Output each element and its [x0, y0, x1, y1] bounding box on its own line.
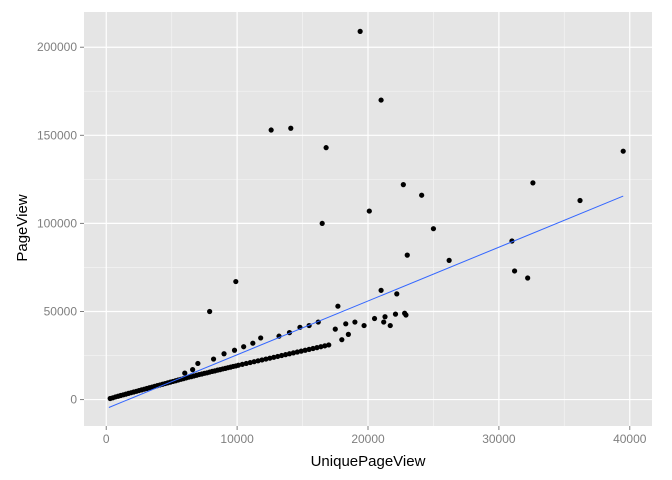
data-point — [394, 291, 400, 297]
data-point — [210, 356, 217, 362]
data-point — [250, 340, 256, 346]
data-point — [577, 197, 583, 204]
data-point — [371, 315, 378, 322]
data-point — [268, 127, 274, 133]
data-point — [400, 182, 406, 188]
data-point — [279, 352, 285, 359]
data-point — [267, 355, 273, 361]
data-point — [288, 125, 294, 131]
x-axis-title: UniquePageView — [311, 453, 426, 470]
y-tick-label: 200000 — [37, 40, 77, 54]
data-point — [392, 311, 399, 317]
data-point — [255, 358, 261, 364]
data-point — [357, 28, 363, 34]
data-point — [259, 357, 265, 363]
data-points — [107, 28, 626, 402]
fit-line — [108, 195, 624, 408]
data-point — [530, 180, 536, 186]
data-point — [378, 287, 384, 293]
data-point — [221, 351, 227, 357]
data-point — [231, 347, 238, 353]
data-point — [247, 359, 253, 366]
data-point — [233, 278, 239, 285]
data-point — [446, 257, 452, 263]
data-point — [241, 344, 247, 350]
data-point — [382, 314, 388, 320]
data-point — [322, 343, 328, 349]
x-tick-label: 40000 — [613, 432, 647, 446]
data-point — [290, 350, 297, 356]
data-point — [343, 321, 349, 327]
data-point — [323, 145, 329, 151]
x-tick-label: 10000 — [220, 432, 254, 446]
data-point — [298, 348, 304, 354]
data-point — [258, 335, 264, 341]
y-axis-ticks: 0 50000 100000 150000 200000 — [37, 40, 84, 407]
data-point — [511, 268, 518, 274]
data-point — [332, 326, 338, 332]
y-tick-label: 150000 — [37, 128, 77, 142]
y-axis-title: PageView — [14, 194, 31, 261]
data-point — [345, 331, 351, 337]
data-point — [378, 97, 384, 103]
data-point — [190, 367, 196, 373]
data-point — [195, 360, 201, 367]
data-point — [361, 322, 367, 329]
data-point — [182, 370, 188, 376]
data-point — [294, 349, 300, 355]
data-point — [339, 337, 345, 343]
data-point — [239, 361, 245, 367]
x-axis-ticks: 0 10000 20000 30000 40000 — [103, 426, 647, 446]
data-point — [275, 353, 281, 360]
data-point — [318, 344, 324, 350]
y-tick-label: 0 — [70, 393, 77, 407]
data-point — [310, 345, 316, 352]
data-point — [525, 275, 531, 281]
data-point — [352, 319, 358, 325]
data-point — [286, 351, 293, 357]
x-tick-label: 20000 — [351, 432, 385, 446]
data-point — [302, 347, 308, 353]
data-point — [381, 319, 387, 325]
data-point — [366, 208, 372, 214]
data-point — [387, 322, 393, 329]
data-point — [430, 226, 437, 232]
data-point — [235, 362, 242, 368]
data-point — [404, 252, 410, 258]
data-point — [271, 354, 277, 360]
data-point — [326, 342, 332, 348]
data-point — [306, 346, 312, 352]
data-point — [243, 360, 249, 367]
data-point — [282, 352, 289, 358]
data-point — [335, 303, 341, 309]
data-point — [403, 312, 409, 318]
data-point — [263, 356, 269, 362]
x-tick-label: 0 — [103, 432, 110, 446]
data-point — [251, 359, 257, 365]
x-tick-label: 30000 — [482, 432, 516, 446]
y-tick-label: 100000 — [37, 216, 77, 230]
data-point — [207, 308, 213, 315]
data-point — [314, 345, 320, 351]
y-tick-label: 50000 — [44, 304, 78, 318]
data-point — [319, 220, 325, 227]
data-point — [620, 148, 626, 154]
data-point — [419, 192, 425, 198]
